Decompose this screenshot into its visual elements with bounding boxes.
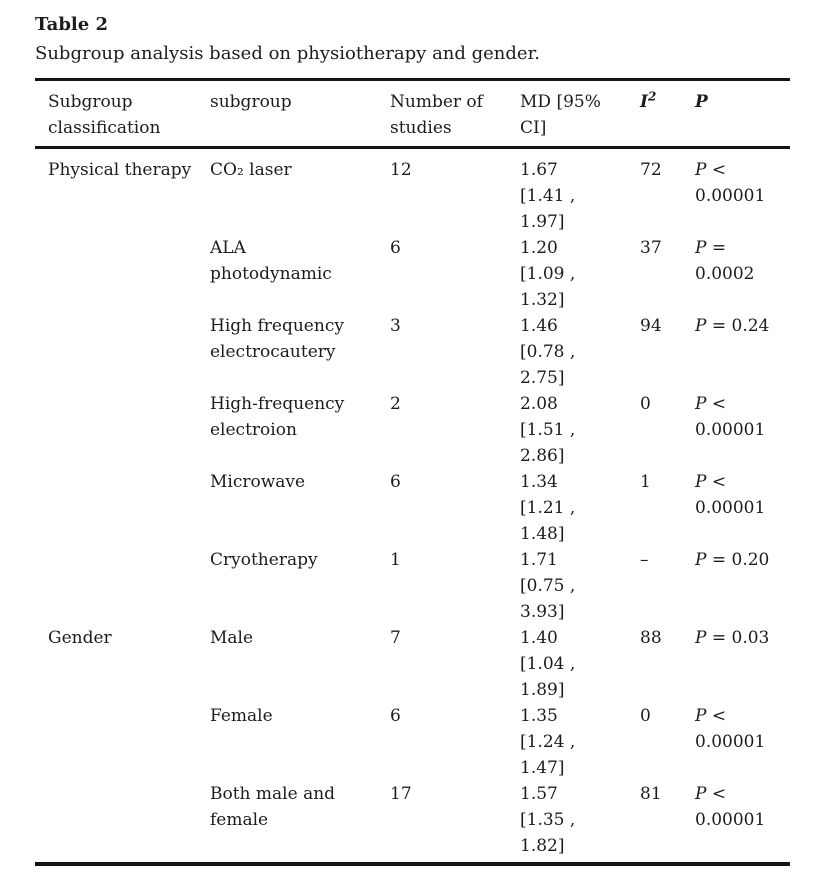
cell-p-value: P = 0.24 (690, 313, 790, 391)
cell-classification: Gender (48, 628, 112, 648)
cell-subgroup: Female (210, 706, 273, 726)
cell-p-value: P < 0.00001 (690, 703, 790, 781)
cell-i-squared: 37 (640, 238, 662, 258)
cell-md-ci: 1.46 [0.78 , 2.75] (520, 316, 576, 388)
p-symbol: P (695, 238, 707, 258)
table-label: Table 2 (35, 14, 109, 35)
cell-number-of-studies: 7 (390, 628, 401, 648)
cell-number-of-studies: 3 (390, 316, 401, 336)
column-header-md-95-ci: MD [95% CI] (520, 79, 635, 149)
table-row: Female 6 1.35 [1.24 , 1.47] 0 P < 0.00001 (35, 703, 790, 781)
cell-number-of-studies: 1 (390, 550, 401, 570)
cell-subgroup: Microwave (210, 472, 306, 492)
p-value-text: = 0.0002 (695, 238, 755, 284)
table-row: Microwave 6 1.34 [1.21 , 1.48] 1 P < 0.00001 (35, 469, 790, 547)
table-header: Subgroup classification subgroup Number … (35, 79, 790, 149)
cell-classification (35, 703, 210, 781)
p-symbol: P (695, 628, 707, 648)
cell-subgroup: CO₂ laser (210, 160, 292, 180)
cell-p-value: P < 0.00001 (690, 148, 790, 236)
cell-classification: Physical therapy (48, 160, 192, 180)
cell-p-value: P < 0.00001 (690, 469, 790, 547)
cell-i-squared: 1 (640, 472, 651, 492)
table-row: Cryotherapy 1 1.71 [0.75 , 3.93] – P = 0.20 (35, 547, 790, 625)
table-row: Gender Male 7 1.40 [1.04 , 1.89] 88 P = 0.03 (35, 625, 790, 703)
cell-p-value: P = 0.20 (690, 547, 790, 625)
cell-classification (35, 235, 210, 313)
cell-md-ci: 1.71 [0.75 , 3.93] (520, 550, 576, 622)
cell-classification (35, 469, 210, 547)
table-row: ALA photodynamic 6 1.20 [1.09 , 1.32] 37 P =… (35, 235, 790, 313)
cell-number-of-studies: 2 (390, 394, 401, 414)
cell-number-of-studies: 17 (390, 784, 412, 804)
cell-subgroup: High-frequency electroion (210, 394, 345, 440)
p-value-text: < 0.00001 (695, 160, 766, 206)
cell-classification (35, 313, 210, 391)
cell-subgroup: Cryotherapy (210, 550, 318, 570)
p-value-text: < 0.00001 (695, 784, 766, 830)
cell-subgroup: Male (210, 628, 254, 648)
table-row: High frequency electrocautery 3 1.46 [0.78… (35, 313, 790, 391)
cell-classification (35, 781, 210, 864)
cell-md-ci: 1.34 [1.21 , 1.48] (520, 472, 576, 544)
cell-classification (35, 547, 210, 625)
table-row: Both male and female 17 1.57 [1.35 , 1.82]… (35, 781, 790, 864)
cell-p-value: P < 0.00001 (690, 391, 790, 469)
cell-md-ci: 1.40 [1.04 , 1.89] (520, 628, 576, 700)
p-value-text: = 0.24 (711, 316, 770, 336)
p-symbol: P (695, 784, 707, 804)
column-header-i-squared: I2 (635, 79, 690, 149)
p-value-text: = 0.20 (711, 550, 770, 570)
column-header-p-value: P (690, 79, 790, 149)
p-symbol: P (695, 706, 707, 726)
column-header-subgroup: subgroup (210, 79, 390, 149)
cell-i-squared: 0 (640, 706, 651, 726)
cell-p-value: P = 0.03 (690, 625, 790, 703)
p-symbol: P (695, 316, 707, 336)
table-caption: Subgroup analysis based on physiotherapy… (35, 43, 540, 64)
cell-md-ci: 1.20 [1.09 , 1.32] (520, 238, 576, 310)
header-row: Subgroup classification subgroup Number … (35, 79, 790, 149)
cell-p-value: P = 0.0002 (690, 235, 790, 313)
subgroup-analysis-table: Subgroup classification subgroup Number … (35, 78, 790, 866)
cell-number-of-studies: 6 (390, 472, 401, 492)
table-body: Physical therapy CO₂ laser 12 1.67 [1.41 , … (35, 148, 790, 865)
cell-i-squared: 88 (640, 628, 662, 648)
cell-subgroup: ALA photodynamic (210, 238, 332, 284)
cell-subgroup: High frequency electrocautery (210, 316, 344, 362)
cell-i-squared: 94 (640, 316, 662, 336)
cell-md-ci: 1.57 [1.35 , 1.82] (520, 784, 576, 856)
cell-number-of-studies: 12 (390, 160, 412, 180)
cell-number-of-studies: 6 (390, 706, 401, 726)
cell-subgroup: Both male and female (210, 784, 336, 830)
cell-md-ci: 1.67 [1.41 , 1.97] (520, 160, 576, 232)
cell-p-value: P < 0.00001 (690, 781, 790, 864)
cell-i-squared: 81 (640, 784, 662, 804)
column-header-number-of-studies: Number of studies (390, 79, 520, 149)
p-symbol: P (695, 472, 707, 492)
cell-md-ci: 1.35 [1.24 , 1.47] (520, 706, 576, 778)
cell-i-squared: 72 (640, 160, 662, 180)
table-row: Physical therapy CO₂ laser 12 1.67 [1.41 , … (35, 148, 790, 236)
p-symbol: P (695, 394, 707, 414)
cell-number-of-studies: 6 (390, 238, 401, 258)
p-value-text: < 0.00001 (695, 472, 766, 518)
table-row: High-frequency electroion 2 2.08 [1.51 , 2… (35, 391, 790, 469)
p-symbol: P (695, 160, 707, 180)
column-header-subgroup-classification: Subgroup classification (35, 79, 210, 149)
p-value-text: < 0.00001 (695, 394, 766, 440)
cell-md-ci: 2.08 [1.51 , 2.86] (520, 394, 576, 466)
cell-classification (35, 391, 210, 469)
cell-i-squared: 0 (640, 394, 651, 414)
p-value-text: = 0.03 (711, 628, 770, 648)
p-symbol: P (695, 550, 707, 570)
p-value-text: < 0.00001 (695, 706, 766, 752)
cell-i-squared: – (640, 550, 649, 570)
